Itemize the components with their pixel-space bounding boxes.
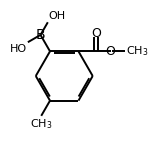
Text: CH$_3$: CH$_3$: [30, 117, 52, 131]
Text: O: O: [91, 27, 101, 40]
Text: CH$_3$: CH$_3$: [126, 44, 148, 58]
Text: OH: OH: [48, 11, 66, 21]
Text: HO: HO: [10, 44, 27, 54]
Text: O: O: [106, 45, 116, 58]
Text: B: B: [36, 28, 45, 42]
